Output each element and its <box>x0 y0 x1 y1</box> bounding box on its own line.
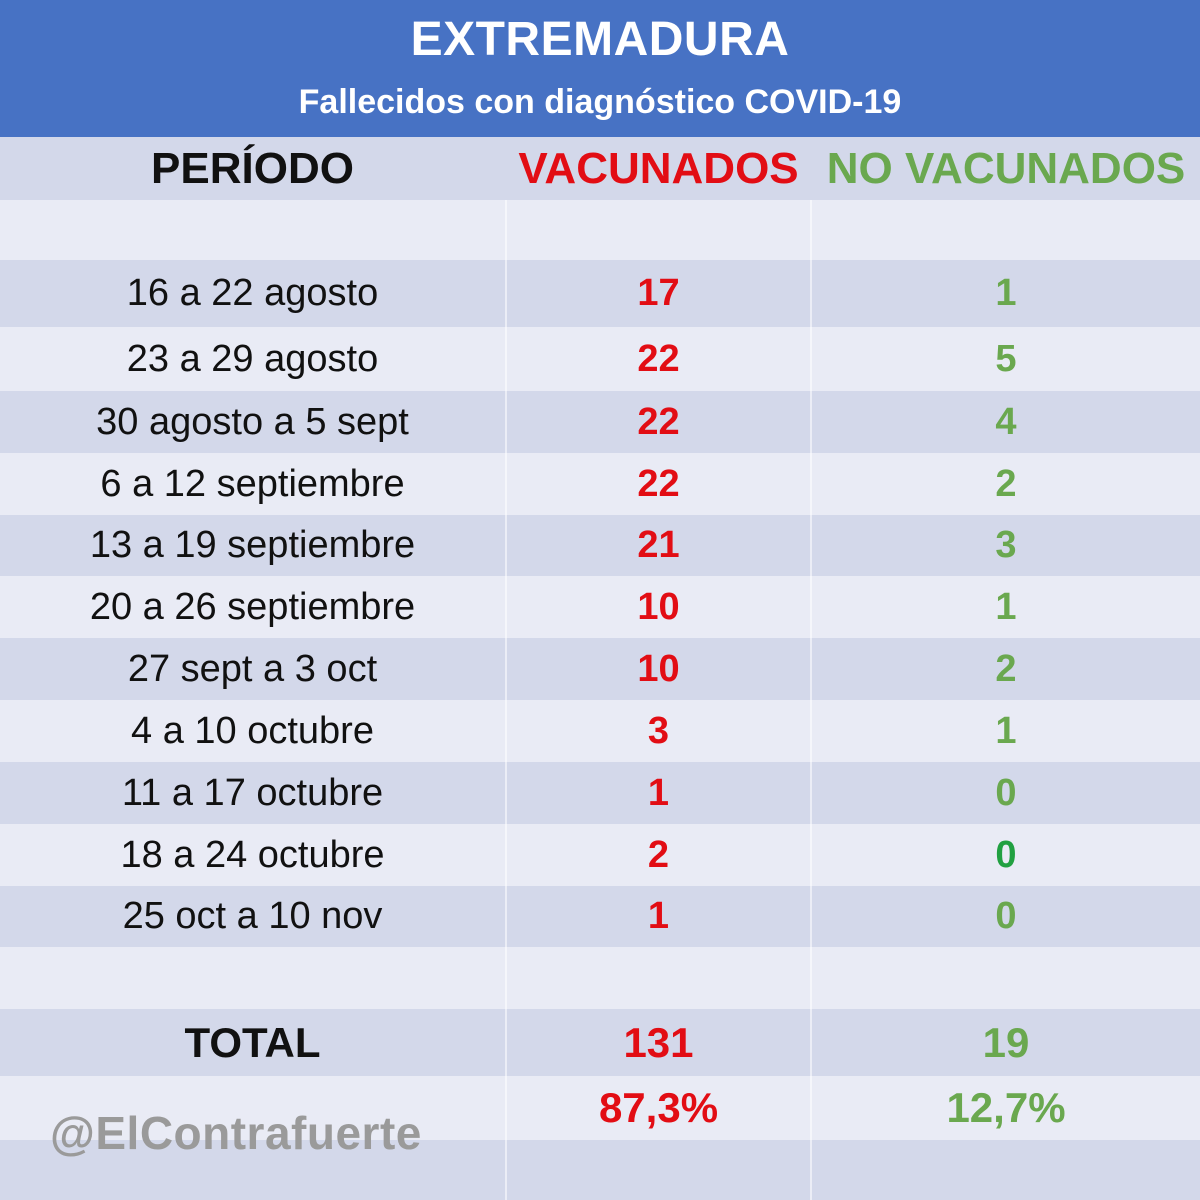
vaccinated-cell: 3 <box>647 709 670 752</box>
unvaccinated-cell: 1 <box>995 272 1017 314</box>
column-divider <box>810 200 812 1200</box>
period-cell: 23 a 29 agosto <box>126 337 379 380</box>
table-row: 20 a 26 septiembre 10 1 <box>0 576 1200 638</box>
vaccinated-cell: 21 <box>637 524 680 566</box>
unvaccinated-cell: 0 <box>995 771 1017 814</box>
vaccinated-cell: 22 <box>637 462 680 505</box>
table-row: 27 sept a 3 oct 10 2 <box>0 638 1200 700</box>
vaccinated-cell: 17 <box>637 272 680 314</box>
period-cell: 6 a 12 septiembre <box>100 462 405 505</box>
unvaccinated-cell: 5 <box>995 337 1017 380</box>
vaccinated-cell: 22 <box>637 337 680 380</box>
unvaccinated-cell: 0 <box>995 895 1017 937</box>
column-header-vaccinated: VACUNADOS <box>518 143 799 193</box>
vaccinated-cell: 10 <box>637 585 680 628</box>
period-cell: 25 oct a 10 nov <box>122 895 383 937</box>
table-row: 11 a 17 octubre 1 0 <box>0 762 1200 824</box>
unvaccinated-cell: 2 <box>995 647 1017 690</box>
total-label: TOTAL <box>184 1018 321 1066</box>
table-row: 23 a 29 agosto 22 5 <box>0 327 1200 391</box>
table-row: 4 a 10 octubre 3 1 <box>0 700 1200 762</box>
unvaccinated-cell: 0 <box>995 833 1017 876</box>
total-vaccinated: 131 <box>623 1018 694 1066</box>
total-row: TOTAL 131 19 <box>0 1009 1200 1076</box>
period-cell: 13 a 19 septiembre <box>89 524 416 566</box>
column-header-unvaccinated: NO VACUNADOS <box>826 143 1186 193</box>
period-cell: 16 a 22 agosto <box>126 272 379 314</box>
table-row: 6 a 12 septiembre 22 2 <box>0 453 1200 515</box>
vaccinated-cell: 1 <box>647 895 670 937</box>
vaccinated-cell: 2 <box>647 833 670 876</box>
spacer-row <box>0 1140 1200 1200</box>
total-unvaccinated: 19 <box>982 1018 1030 1066</box>
period-cell: 30 agosto a 5 sept <box>96 400 409 443</box>
period-cell: 18 a 24 octubre <box>120 833 385 876</box>
vaccinated-cell: 1 <box>647 771 670 814</box>
vaccinated-cell: 22 <box>637 400 680 443</box>
column-header-period: PERÍODO <box>151 143 354 193</box>
spacer-row <box>0 947 1200 1009</box>
unvaccinated-cell: 1 <box>995 585 1017 628</box>
page-subtitle: Fallecidos con diagnóstico COVID-19 <box>298 83 902 121</box>
table-row: 13 a 19 septiembre 21 3 <box>0 515 1200 576</box>
unvaccinated-cell: 1 <box>995 709 1017 752</box>
vaccinated-cell: 10 <box>637 647 680 690</box>
table-row: 16 a 22 agosto 17 1 <box>0 260 1200 327</box>
period-cell: 27 sept a 3 oct <box>127 647 378 690</box>
period-cell: 20 a 26 septiembre <box>89 585 416 628</box>
column-divider <box>505 200 507 1200</box>
period-cell: 11 a 17 octubre <box>121 771 384 814</box>
table-row: 25 oct a 10 nov 1 0 <box>0 886 1200 947</box>
column-header-row: PERÍODO VACUNADOS NO VACUNADOS <box>0 137 1200 200</box>
percent-unvaccinated: 12,7% <box>946 1084 1066 1131</box>
period-cell: 4 a 10 octubre <box>131 709 374 752</box>
unvaccinated-cell: 4 <box>995 400 1017 443</box>
table-row: 30 agosto a 5 sept 22 4 <box>0 391 1200 453</box>
table-row: 18 a 24 octubre 2 0 <box>0 824 1200 886</box>
percent-row: 87,3% 12,7% <box>0 1076 1200 1140</box>
spacer-row <box>0 200 1200 260</box>
page-title: EXTREMADURA <box>410 13 790 66</box>
percent-vaccinated: 87,3% <box>598 1084 719 1131</box>
table-header: EXTREMADURA Fallecidos con diagnóstico C… <box>0 0 1200 137</box>
watermark: @ElContrafuerte <box>50 1107 422 1159</box>
unvaccinated-cell: 2 <box>995 462 1017 505</box>
unvaccinated-cell: 3 <box>995 524 1017 566</box>
